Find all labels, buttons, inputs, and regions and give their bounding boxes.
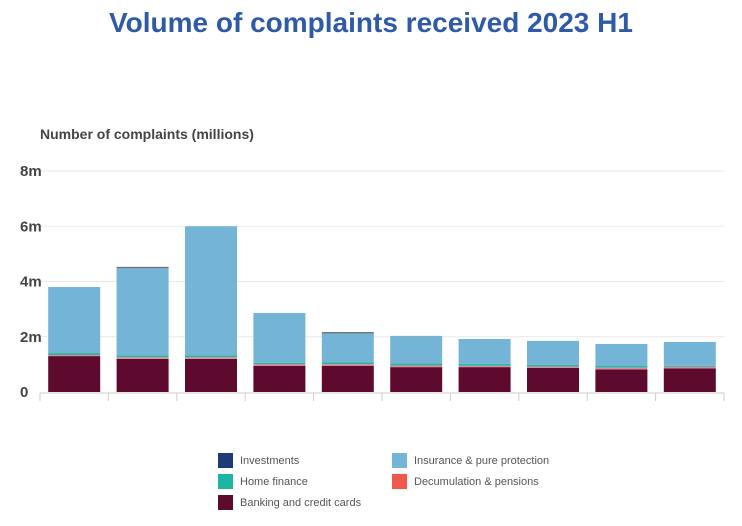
bar-segment-banking-and-credit-cards <box>48 356 101 392</box>
bar-segment-banking-and-credit-cards <box>595 369 648 392</box>
y-axis-label: Number of complaints (millions) <box>40 126 254 142</box>
bar-segment-decumulation-pensions <box>390 365 443 368</box>
legend-label: Banking and credit cards <box>240 496 362 509</box>
bar-segment-home-finance <box>595 366 648 368</box>
y-tick-label: 0 <box>20 384 28 401</box>
legend-swatch <box>392 453 407 468</box>
legend-item: Investments <box>218 453 299 468</box>
bar-segment-decumulation-pensions <box>116 357 169 359</box>
legend-swatch <box>218 474 233 489</box>
bar-segment-insurance-pure-protection <box>458 338 511 364</box>
bar-segment-insurance-pure-protection <box>390 336 443 364</box>
bar-segment-insurance-pure-protection <box>185 226 237 356</box>
bar-segment-decumulation-pensions <box>458 365 511 368</box>
bar-segment-investments <box>321 332 374 334</box>
legend-swatch <box>392 474 407 489</box>
bar-segment-insurance-pure-protection <box>663 341 716 366</box>
y-tick-label: 2m <box>20 329 42 346</box>
legend-item: Banking and credit cards <box>218 495 361 510</box>
bar-segment-decumulation-pensions <box>663 366 716 369</box>
legend-item: Home finance <box>218 474 308 489</box>
bar-segment-insurance-pure-protection <box>321 333 374 363</box>
bar-segment-home-finance <box>390 363 443 366</box>
bar-segment-banking-and-credit-cards <box>185 358 237 392</box>
bar-segment-home-finance <box>48 353 101 355</box>
bar-segment-banking-and-credit-cards <box>116 358 169 392</box>
bar-segment-home-finance <box>321 362 374 365</box>
bar-segment-home-finance <box>458 363 511 366</box>
chart-title: Volume of complaints received 2023 H1 <box>109 7 633 38</box>
y-tick-label: 8m <box>20 163 42 180</box>
bar-segment-banking-and-credit-cards <box>321 365 374 392</box>
bar-segment-decumulation-pensions <box>321 364 374 366</box>
bar-segment-banking-and-credit-cards <box>253 365 306 392</box>
bar-segment-home-finance <box>527 364 579 367</box>
bar-segment-insurance-pure-protection <box>527 340 579 365</box>
bar-segment-home-finance <box>116 355 169 358</box>
legend-item: Decumulation & pensions <box>392 474 539 489</box>
legend-label: Decumulation & pensions <box>414 475 539 488</box>
bar-segment-banking-and-credit-cards <box>663 368 716 392</box>
bar-segment-banking-and-credit-cards <box>458 367 511 392</box>
legend-label: Investments <box>240 454 300 467</box>
y-tick-label: 6m <box>20 218 42 235</box>
bar-segment-decumulation-pensions <box>595 367 648 370</box>
bar-segment-insurance-pure-protection <box>116 268 169 356</box>
bar-segment-home-finance <box>253 362 306 365</box>
bar-segment-decumulation-pensions <box>185 357 237 359</box>
bar-segment-home-finance <box>663 365 716 367</box>
bar-segment-decumulation-pensions <box>253 364 306 366</box>
legend-swatch <box>218 453 233 468</box>
bar-segment-insurance-pure-protection <box>48 287 101 354</box>
legend-label: Home finance <box>240 475 308 488</box>
bar-segment-insurance-pure-protection <box>253 312 306 363</box>
chart: 0 2m 4m 6m 8m <box>20 163 725 401</box>
bar-segment-insurance-pure-protection <box>595 343 648 367</box>
bar-segment-decumulation-pensions <box>527 366 579 368</box>
y-tick-label: 4m <box>20 274 42 291</box>
bar-segment-decumulation-pensions <box>48 354 101 357</box>
bar-segment-home-finance <box>185 355 237 358</box>
bar-segment-banking-and-credit-cards <box>390 367 443 392</box>
legend-swatch <box>218 495 233 510</box>
bar-segment-investments <box>116 266 169 269</box>
bar-segment-banking-and-credit-cards <box>527 367 579 392</box>
legend-item: Insurance & pure protection <box>392 453 549 468</box>
legend-label: Insurance & pure protection <box>414 454 550 467</box>
